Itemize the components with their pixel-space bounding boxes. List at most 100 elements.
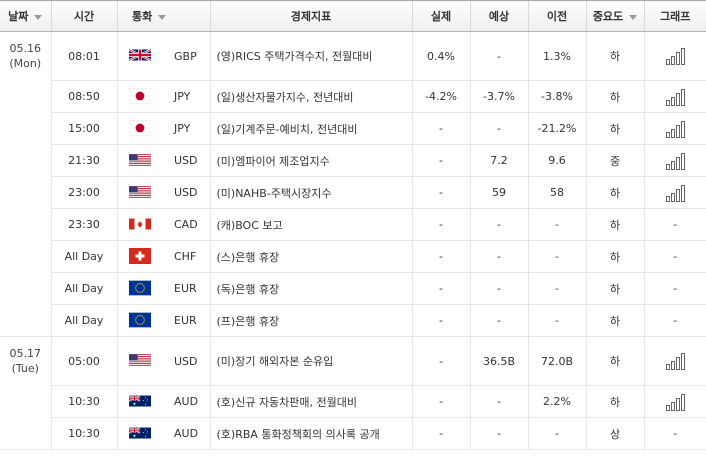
bar-chart-icon[interactable] — [665, 393, 686, 411]
actual-cell: - — [411, 336, 470, 386]
currency-cell: AUD — [162, 385, 210, 418]
actual-cell: - — [411, 240, 470, 273]
flag-cell — [116, 417, 162, 450]
indicator-cell: (프)은행 휴장 — [209, 304, 412, 337]
previous-cell: 72.0B — [527, 336, 586, 386]
graph-cell: - — [643, 304, 706, 337]
time-cell: 10:30 — [50, 417, 117, 450]
bar-chart-icon[interactable] — [665, 184, 686, 202]
forecast-cell: - — [469, 240, 528, 273]
date-day: 05.17 — [9, 347, 42, 360]
bar-chart-icon[interactable] — [665, 88, 686, 106]
actual-cell: - — [411, 417, 470, 450]
header-forecast-label: 예상 — [488, 10, 510, 23]
flag-cell — [116, 240, 162, 273]
previous-cell: 2.2% — [527, 385, 586, 418]
indicator-cell: (미)장기 해외자본 순유입 — [209, 336, 412, 386]
currency-cell: JPY — [162, 80, 210, 113]
previous-cell: - — [527, 240, 586, 273]
table-row: 10:30 AUD (호)신규 자동차판매, 전월대비 - -2.2% 하 — [0, 385, 706, 418]
actual-cell: - — [411, 208, 470, 241]
importance-cell: 하 — [585, 240, 644, 273]
header-date-label: 날짜 — [8, 10, 29, 23]
flag-cell — [116, 208, 162, 241]
header-flag — [116, 0, 162, 32]
graph-cell: - — [643, 240, 706, 273]
header-importance-label: 중요도 — [592, 10, 624, 23]
forecast-cell: - — [469, 385, 528, 418]
actual-cell: - — [411, 144, 470, 177]
previous-cell: -3.8% — [527, 80, 586, 113]
forecast-cell: - — [469, 112, 528, 145]
header-graph-label: 그래프 — [660, 10, 691, 23]
importance-cell: 하 — [585, 385, 644, 418]
graph-cell — [643, 80, 706, 113]
previous-cell: 58 — [527, 176, 586, 209]
importance-cell: 하 — [585, 208, 644, 241]
table-row: 10:30 AUD (호)RBA 통화정책회의 의사록 공개 - - - 상 - — [0, 417, 706, 450]
indicator-cell: (스)은행 휴장 — [209, 240, 412, 273]
table-row: All Day EUR (독)은행 휴장 - - - 하 - — [0, 272, 706, 305]
previous-cell: 1.3% — [527, 31, 586, 81]
header-currency-label: 통화 — [132, 10, 153, 23]
header-forecast: 예상 — [469, 0, 528, 32]
header-actual: 실제 — [411, 0, 470, 32]
importance-cell: 하 — [585, 31, 644, 81]
importance-cell: 하 — [585, 176, 644, 209]
forecast-cell: 7.2 — [469, 144, 528, 177]
graph-cell: - — [643, 417, 706, 450]
graph-cell — [643, 336, 706, 386]
flag-cell — [116, 80, 162, 113]
forecast-cell: 59 — [469, 176, 528, 209]
time-cell: All Day — [50, 304, 117, 337]
indicator-cell: (미)NAHB-주택시장지수 — [209, 176, 412, 209]
table-row: All Day CHF (스)은행 휴장 - - - 하 - — [0, 240, 706, 273]
importance-cell: 중 — [585, 144, 644, 177]
flag-cell — [116, 385, 162, 418]
previous-cell: 9.6 — [527, 144, 586, 177]
date-cell: 05.16 (Mon) — [0, 31, 51, 337]
graph-cell — [643, 385, 706, 418]
actual-cell: - — [411, 112, 470, 145]
table-row: 05.17 (Tue) 05:00 USD (미)장기 해외자본 순유입 -36.5B 72… — [0, 336, 706, 450]
table-row: 05.16 (Mon) 08:01 GBP (영)RICS 주택가격수지, 전월대비 0.… — [0, 31, 706, 337]
table-row: 15:00 JPY (일)기계주문-예비치, 전년대비 - - -21.2% 하 — [0, 112, 706, 145]
canada-flag-icon — [128, 216, 151, 234]
forecast-cell: 36.5B — [469, 336, 528, 386]
header-actual-label: 실제 — [430, 10, 452, 23]
header-indicator: 경제지표 — [209, 0, 412, 32]
currency-cell: AUD — [162, 417, 210, 450]
header-currency[interactable]: 통화 — [132, 0, 210, 32]
table-row: 21:30 USD (미)엠파이어 제조업지수 -7.2 9.6 중 — [0, 144, 706, 177]
time-cell: 23:00 — [50, 176, 117, 209]
flag-cell — [116, 272, 162, 305]
bar-chart-icon[interactable] — [665, 352, 686, 370]
bar-chart-icon[interactable] — [665, 152, 686, 170]
header-date[interactable]: 날짜 — [0, 0, 51, 32]
header-previous-label: 이전 — [546, 10, 568, 23]
flag-cell — [116, 336, 162, 386]
japan-flag-icon — [128, 119, 151, 138]
table-row: 23:00 USD (미)NAHB-주택시장지수 -59 58 하 — [0, 176, 706, 209]
indicator-cell: (호)RBA 통화정책회의 의사록 공개 — [209, 417, 412, 450]
time-cell: 23:30 — [50, 208, 117, 241]
time-cell: 08:01 — [50, 31, 117, 81]
flag-cell — [116, 304, 162, 337]
header-importance[interactable]: 중요도 — [585, 0, 644, 32]
time-cell: 05:00 — [50, 336, 117, 386]
flag-cell — [116, 31, 162, 81]
importance-cell: 하 — [585, 272, 644, 305]
previous-cell: -21.2% — [527, 112, 586, 145]
date-cell: 05.17 (Tue) — [0, 336, 51, 450]
indicator-cell: (영)RICS 주택가격수지, 전월대비 — [209, 31, 412, 81]
forecast-cell: - — [469, 31, 528, 81]
currency-cell: EUR — [162, 304, 210, 337]
bar-chart-icon[interactable] — [665, 120, 686, 138]
time-cell: 10:30 — [50, 385, 117, 418]
table-row: 08:50 JPY (일)생산자물가지수, 전년대비 -4.2% -3.7% -3.8% 하 — [0, 80, 706, 113]
eu-flag-icon — [128, 312, 151, 330]
forecast-cell: - — [469, 208, 528, 241]
bar-chart-icon[interactable] — [665, 47, 686, 65]
previous-cell: - — [527, 417, 586, 450]
time-cell: 21:30 — [50, 144, 117, 177]
